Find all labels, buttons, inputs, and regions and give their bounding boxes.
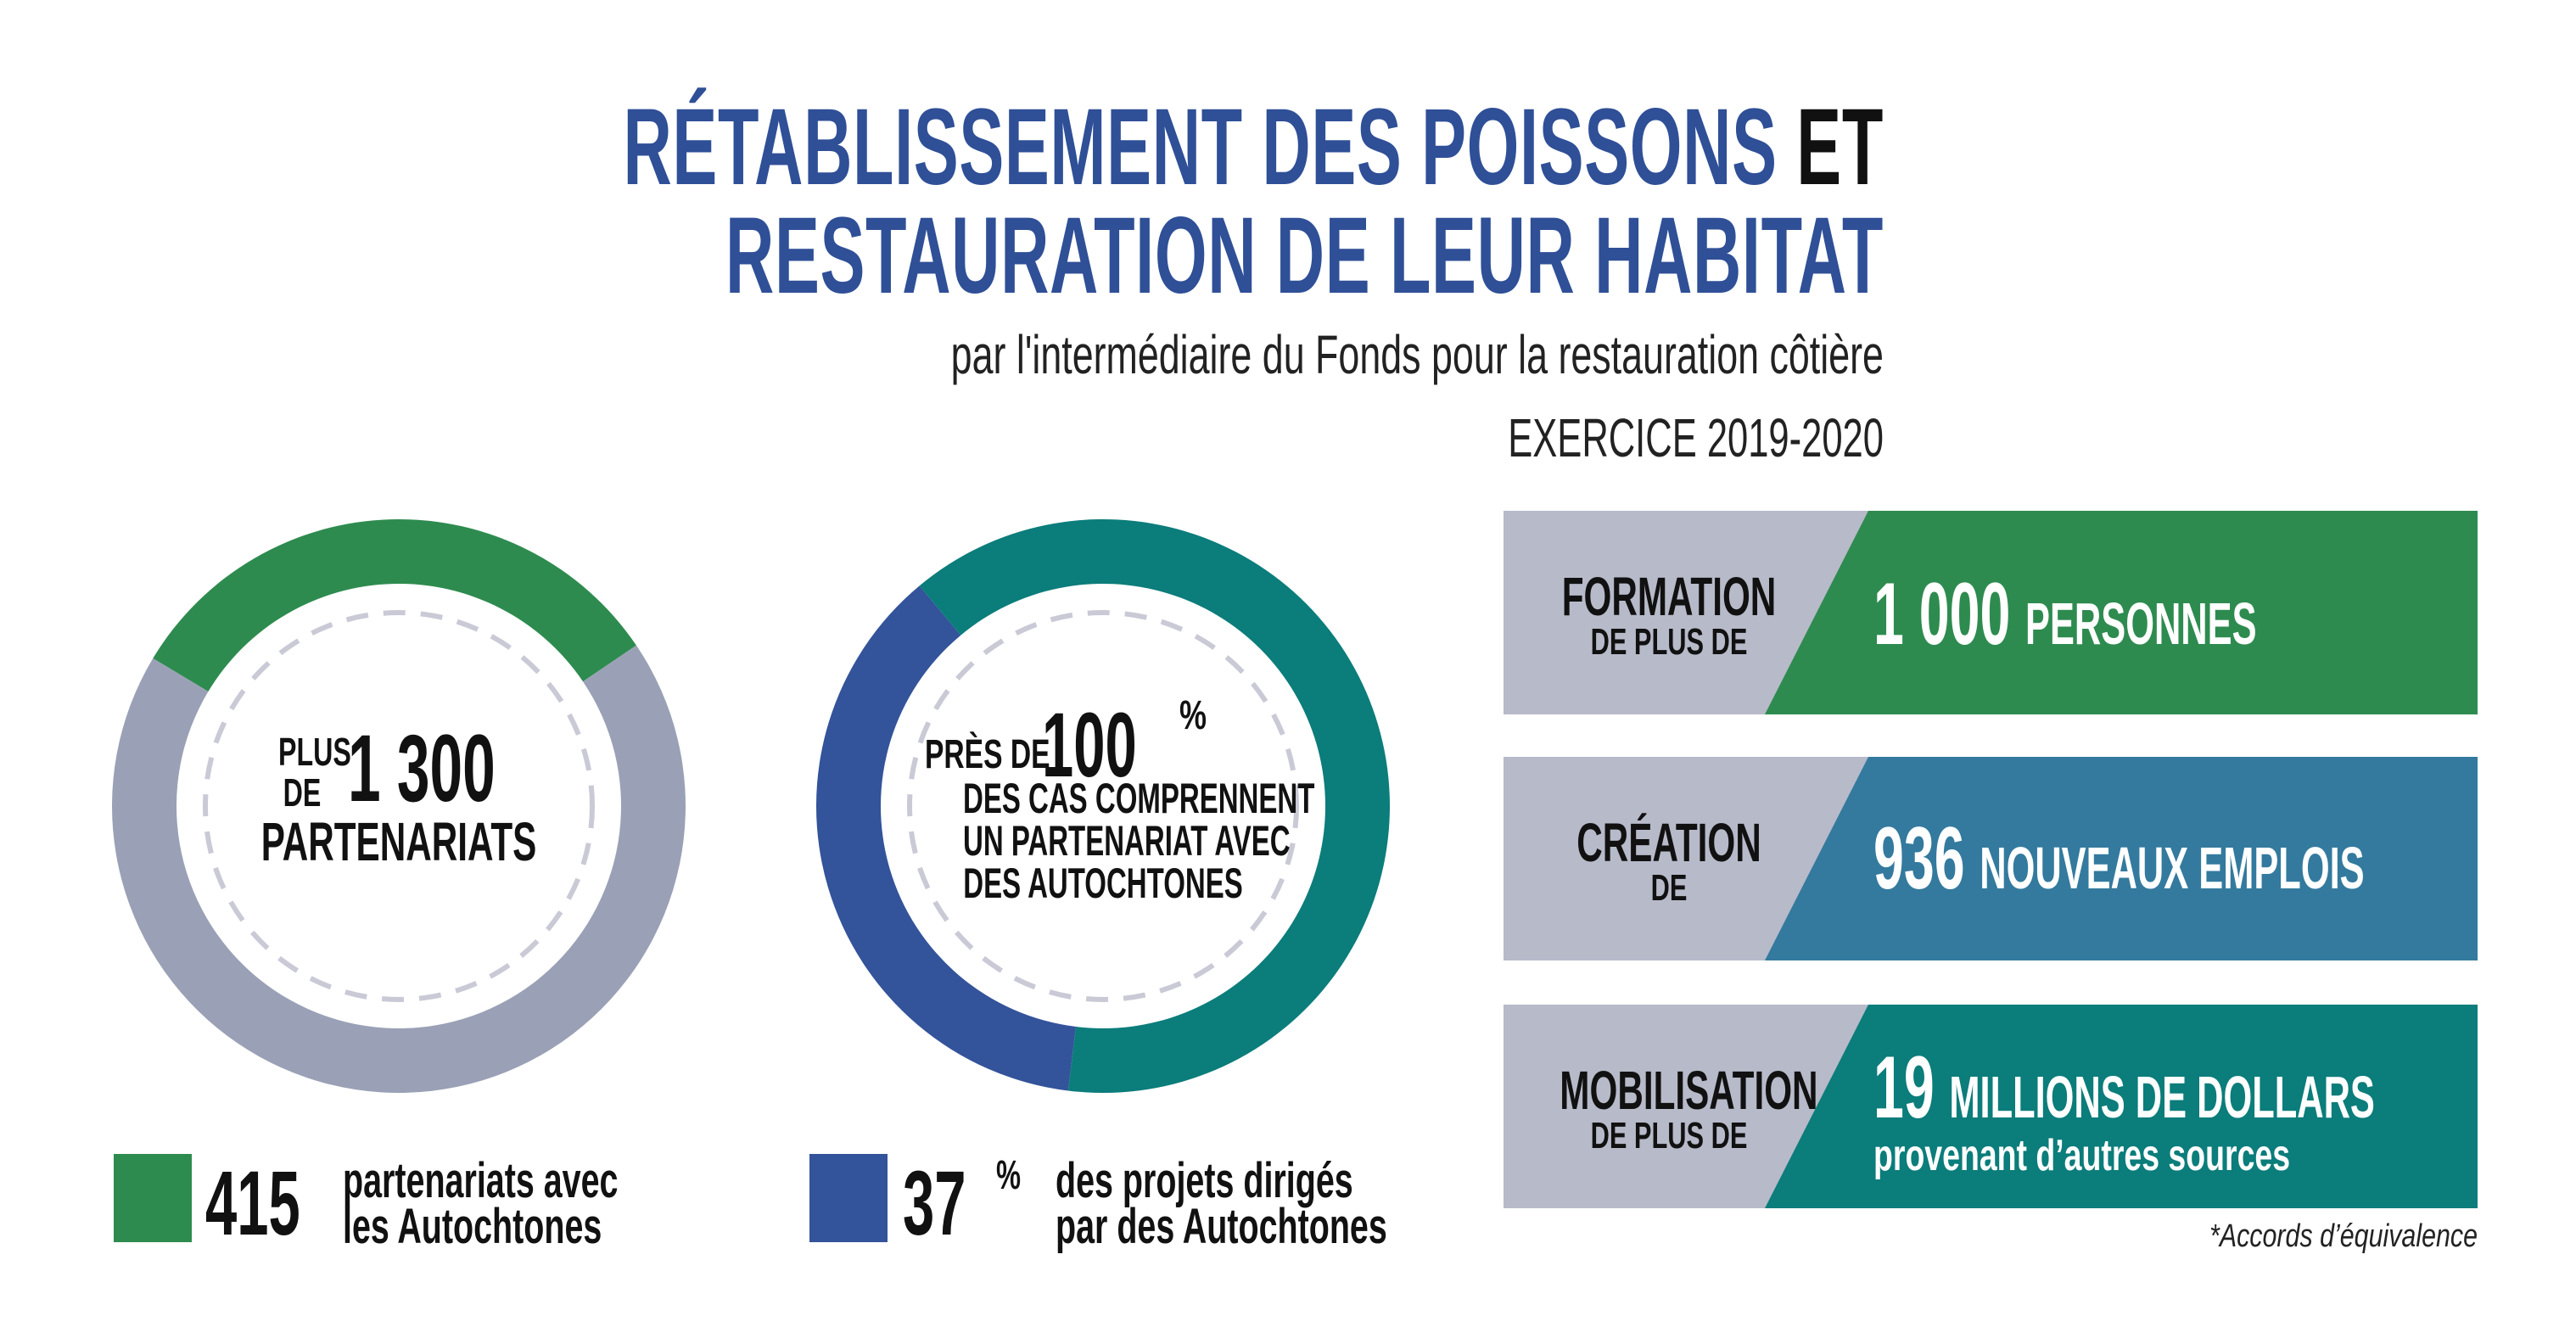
stat-bar-training-label-small: DE PLUS DE [1590, 621, 1748, 663]
stat-bar-funding-sub-text: provenant d’autres sources [1873, 1131, 2291, 1180]
donut2-number: 100 [1042, 693, 1137, 796]
donut1-slice-0 [153, 519, 636, 692]
stat-bar-training-unit: PERSONNES [2025, 591, 2257, 657]
legend2-text-1: des projets dirigés [1056, 1153, 1353, 1208]
title-line-1: RÉTABLISSEMENT DES POISSONS ET [624, 93, 1884, 202]
stat-bar-funding-label-small: DE PLUS DE [1590, 1115, 1748, 1156]
title-line-1-blue: RÉTABLISSEMENT DES POISSONS [623, 87, 1778, 208]
stat-bar-jobs-label-big: CRÉATION [1576, 812, 1761, 873]
subtitle: par l'intermédiaire du Fonds pour la res… [950, 324, 1884, 385]
stat-bar-jobs-label: CRÉATION DE [1504, 812, 1834, 909]
stat-bar-funding: MOBILISATION DE PLUS DE 19 MILLIONS DE D… [1504, 1005, 2478, 1208]
donut2-slice-0 [815, 585, 1077, 1091]
stat-bar-training-label-big: FORMATION [1561, 566, 1777, 627]
donut2-inner-dashed-ring [907, 610, 1299, 1002]
stat-bar-funding-bg [1504, 1005, 2478, 1208]
stat-bar-training-value: 1 000 PERSONNES [1873, 570, 2491, 658]
stat-bar-funding-value: 19 MILLIONS DE DOLLARS [1873, 1044, 2576, 1132]
stat-bar-funding-unit: MILLIONS DE DOLLARS [1949, 1064, 2375, 1130]
fiscal-year: EXERCICE 2019-2020 [1508, 407, 1884, 468]
footnote: *Accords d’équivalence [2209, 1218, 2478, 1254]
donut2-slice-1 [919, 519, 1390, 1093]
stat-bar-funding-sub: provenant d’autres sources [1873, 1134, 2452, 1178]
legend2-unit: % [996, 1153, 1022, 1198]
legend2-swatch [809, 1154, 888, 1242]
stat-bar-training: FORMATION DE PLUS DE 1 000 PERSONNES [1504, 511, 2478, 714]
title-block: RÉTABLISSEMENT DES POISSONS ET RESTAURAT… [0, 93, 1884, 468]
donut1-pre2: DE [283, 770, 322, 815]
donut1-inner-dashed-ring [203, 610, 595, 1002]
donut1-pre: PLUS [278, 730, 351, 774]
legend1-text-1: partenariats avec [343, 1153, 619, 1208]
stat-bar-funding-label-big: MOBILISATION [1560, 1060, 1818, 1121]
legend2-text-2: par des Autochtones [1056, 1199, 1387, 1254]
donut2-unit: % [1179, 693, 1207, 738]
donut1-center: PLUS DE 1 300 PARTENARIATS [187, 721, 611, 891]
legend1-text-2: les Autochtones [343, 1199, 602, 1254]
stat-bar-funding-label: MOBILISATION DE PLUS DE [1504, 1060, 1834, 1156]
donut1-slice-1 [112, 645, 686, 1093]
legend1-value: 415 [205, 1151, 300, 1254]
title-line-2: RESTAURATION DE LEUR HABITAT [725, 195, 1884, 316]
stat-bar-jobs-unit: NOUVEAUX EMPLOIS [1980, 835, 2365, 901]
donut2-pre: PRÈS DE [925, 732, 1050, 777]
stat-bar-jobs-label-small: DE [1650, 867, 1688, 909]
stat-bar-training-bg [1504, 511, 2478, 714]
stat-bar-jobs-value: 936 NOUVEAUX EMPLOIS [1873, 815, 2576, 903]
stat-bar-funding-number: 19 [1873, 1039, 1935, 1137]
donut2-line1: DES CAS COMPRENNENT [963, 775, 1315, 822]
stat-bar-jobs-number: 936 [1873, 809, 1965, 908]
donut-chart-projects [815, 519, 1390, 1093]
stat-bar-training-label: FORMATION DE PLUS DE [1504, 566, 1834, 663]
donut2-center: PRÈS DE 100 % DES CAS COMPRENNENT UN PAR… [891, 687, 1315, 908]
donut2-line3: DES AUTOCHTONES [963, 860, 1243, 907]
legend1-swatch [114, 1154, 192, 1242]
donut1-number: 1 300 [348, 715, 496, 821]
legend2-value: 37 [903, 1151, 966, 1254]
donut-chart-partnerships [112, 519, 686, 1093]
stat-bar-training-number: 1 000 [1873, 565, 2011, 664]
donut2-line2: UN PARTENARIAT AVEC [963, 817, 1291, 865]
title-line-1-dark: ET [1796, 87, 1884, 208]
donut1-label: PARTENARIATS [260, 811, 537, 872]
stat-bar-jobs-bg [1504, 757, 2478, 960]
stat-bar-jobs: CRÉATION DE 936 NOUVEAUX EMPLOIS [1504, 757, 2478, 960]
